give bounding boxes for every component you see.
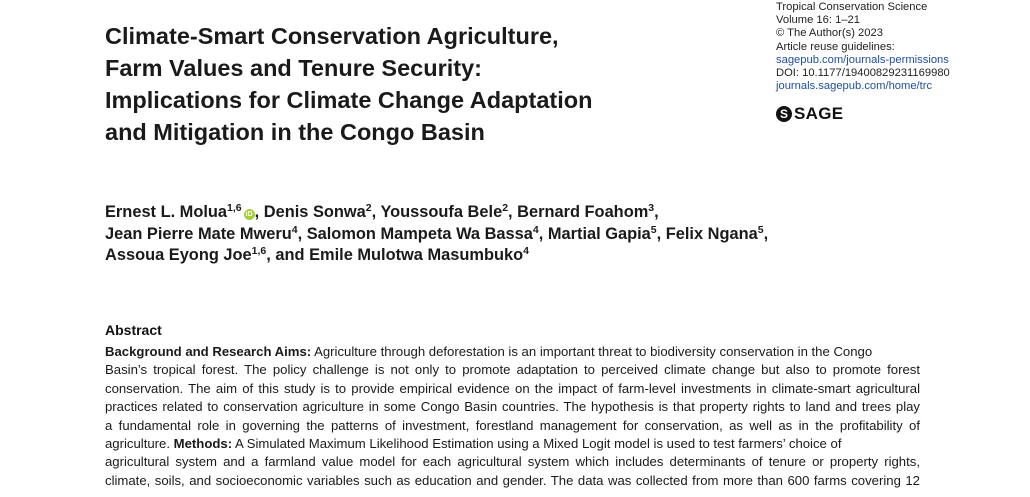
journal-volume: Volume 16: 1–21	[776, 14, 860, 27]
author-name: Ernest L. Molua	[105, 203, 228, 221]
author-name: Felix Ngana	[665, 224, 758, 243]
abstract-line: a fundamental role in governing the patt…	[105, 417, 920, 433]
abstract-line: agriculture. Methods: A Simulated Maximu…	[105, 435, 920, 453]
methods-label: Methods:	[173, 436, 233, 452]
author-name: Assoua Eyong Joe	[105, 246, 252, 264]
author-line: Jean Pierre Mate Mweru4, Salomon Mampeta…	[105, 223, 769, 243]
author-affiliation: 5	[650, 223, 657, 236]
reuse-label: Article reuse guidelines:	[776, 40, 895, 53]
abstract-line: Background and Research Aims: Agricultur…	[105, 343, 920, 361]
author-line: Ernest L. Molua1,6iD, Denis Sonwa2, Yous…	[105, 202, 659, 221]
author-name: Denis Sonwa	[263, 203, 366, 221]
author-affiliation: 2	[365, 202, 372, 214]
orcid-icon[interactable]: iD	[243, 209, 255, 220]
sage-logo-icon: S	[776, 106, 792, 122]
author-affiliation: 4	[523, 245, 529, 257]
author-name: Salomon Mampeta Wa Bassa	[306, 224, 533, 243]
copyright: © The Author(s) 2023	[776, 27, 883, 40]
reuse-link[interactable]: sagepub.com/journals-permissions	[776, 53, 949, 66]
author-affiliation: 4	[291, 223, 298, 236]
title-line: Climate-Smart Conservation Agriculture,	[105, 23, 559, 49]
author-affiliation: 2	[502, 202, 509, 214]
abstract-text: agriculture.	[105, 436, 171, 452]
author-name: Jean Pierre Mate Mweru	[105, 224, 292, 243]
author-name: Youssoufa Bele	[380, 203, 503, 221]
author-affiliation: 4	[532, 223, 539, 236]
journal-home-link[interactable]: journals.sagepub.com/home/trc	[776, 80, 933, 93]
author-affiliation: 3	[648, 202, 655, 214]
title-line: Implications for Climate Change Adaptati…	[105, 87, 593, 113]
journal-info: Tropical Conservation Science Volume 16:…	[776, 1, 1026, 93]
author-affiliation: 1,6	[251, 245, 267, 257]
author-name: Martial Gapia	[547, 224, 651, 243]
abstract-heading: Abstract	[105, 322, 162, 338]
abstract-line: climate, soils, and socioeconomic variab…	[105, 472, 920, 488]
doi: DOI: 10.1177/19400829231169980	[776, 67, 950, 80]
abstract-text: A Simulated Maximum Likelihood Estimatio…	[235, 436, 842, 452]
title-line: Farm Values and Tenure Security:	[105, 55, 482, 81]
author-name: Bernard Foahom	[517, 203, 649, 221]
abstract-line: Basin’s tropical forest. The policy chal…	[105, 362, 920, 378]
author-affiliation: 5	[757, 223, 764, 236]
title-line: and Mitigation in the Congo Basin	[105, 119, 485, 145]
article-title: Climate-Smart Conservation Agriculture, …	[105, 20, 755, 148]
author-name: Emile Mulotwa Masumbuko	[309, 246, 524, 264]
abstract-text: Agriculture through deforestation is an …	[314, 344, 873, 359]
abstract-line: conservation. The aim of this study is t…	[105, 380, 920, 396]
sage-logo: S SAGE	[776, 104, 843, 124]
author-line: Assoua Eyong Joe1,6, and Emile Mulotwa M…	[105, 245, 529, 264]
abstract-line: agricultural system and a farmland value…	[105, 454, 920, 470]
author-affiliation: 1,6	[227, 202, 242, 214]
author-list: Ernest L. Molua1,6iD, Denis Sonwa2, Yous…	[105, 202, 985, 267]
background-label: Background and Research Aims:	[105, 344, 312, 359]
sage-wordmark: SAGE	[794, 104, 844, 123]
abstract-line: practices related to conservation agricu…	[105, 399, 920, 415]
abstract-body: Background and Research Aims: Agricultur…	[105, 343, 920, 490]
journal-name: Tropical Conservation Science	[776, 1, 928, 13]
